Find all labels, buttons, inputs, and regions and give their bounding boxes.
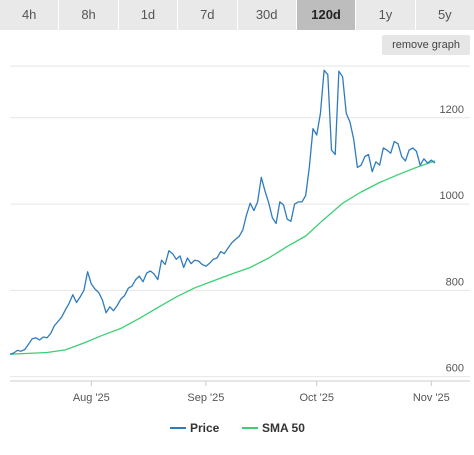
x-tick-label: Aug '25 — [73, 392, 110, 404]
legend-item-price[interactable]: Price — [170, 420, 219, 435]
legend-item-sma50[interactable]: SMA 50 — [242, 420, 305, 435]
x-tick-label: Sep '25 — [187, 392, 224, 404]
remove-graph-button[interactable]: remove graph — [382, 35, 470, 55]
price-chart: 600 800 1000 1200 Aug '25 Sep '25 Oct '25 Nov '… — [9, 65, 470, 404]
y-tick-label: 1200 — [440, 104, 464, 116]
y-tick-label: 800 — [446, 276, 464, 288]
series — [9, 69, 436, 355]
sma-50-line — [9, 160, 436, 355]
timeframe-tabs: 4h 8h 1d 7d 30d 120d 1y 5y — [0, 0, 474, 30]
tab-4h[interactable]: 4h — [0, 0, 60, 30]
legend-swatch-sma50 — [242, 426, 258, 429]
chart-legend: Price SMA 50 — [0, 420, 474, 440]
x-tick-label: Nov '25 — [413, 392, 450, 404]
price-line — [9, 69, 436, 355]
legend-label-price: Price — [190, 420, 220, 435]
tab-8h[interactable]: 8h — [59, 0, 119, 30]
tab-1d[interactable]: 1d — [118, 0, 179, 30]
legend-swatch-price — [170, 426, 186, 429]
y-tick-label: 1000 — [440, 190, 464, 202]
x-tick-label: Oct '25 — [299, 392, 334, 404]
y-tick-label: 600 — [446, 363, 464, 375]
tab-5y[interactable]: 5y — [415, 0, 474, 30]
tab-7d[interactable]: 7d — [178, 0, 238, 30]
grid-lines — [10, 65, 470, 378]
axes: 600 800 1000 1200 Aug '25 Sep '25 Oct '25 Nov '… — [10, 104, 470, 404]
tab-1y[interactable]: 1y — [356, 0, 416, 30]
legend-label-sma50: SMA 50 — [262, 420, 305, 435]
tab-120d[interactable]: 120d — [296, 0, 357, 30]
tab-30d[interactable]: 30d — [237, 0, 297, 30]
